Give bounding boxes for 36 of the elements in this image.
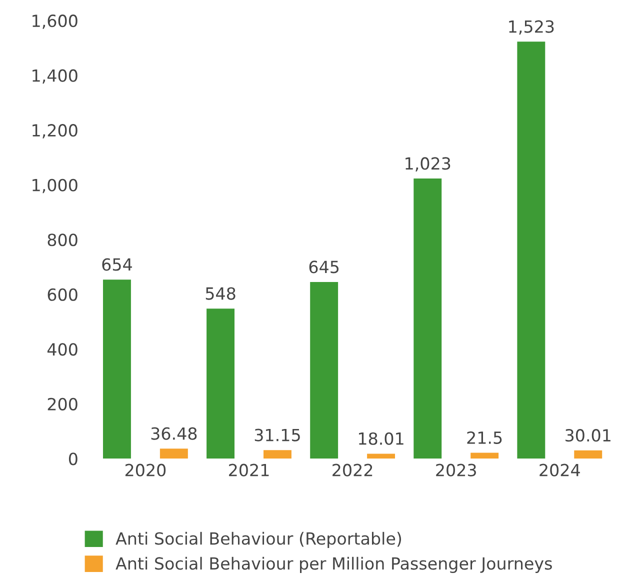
- y-tick-label: 0: [68, 452, 78, 466]
- y-tick-label: 600: [48, 288, 78, 301]
- data-label: 645: [309, 260, 339, 274]
- data-label: 36.48: [151, 427, 197, 440]
- x-tick-label: 2020: [125, 464, 166, 476]
- bar: [160, 448, 188, 459]
- x-tick-label: 2024: [540, 464, 580, 476]
- data-label: 1,023: [406, 157, 450, 172]
- data-label: 31.15: [254, 428, 300, 442]
- data-label: 548: [206, 287, 236, 300]
- bar: [367, 454, 396, 459]
- x-tick-label: 2021: [229, 464, 269, 476]
- bar: [103, 280, 131, 459]
- bar: [264, 450, 292, 459]
- data-label: 30.01: [566, 429, 610, 442]
- data-label: 1,523: [509, 20, 554, 35]
- data-label: 654: [102, 258, 132, 271]
- y-tick-label: 200: [48, 398, 78, 410]
- data-label: 21.5: [467, 431, 502, 444]
- bar: [517, 42, 546, 459]
- legend-label: Anti Social Behaviour per Million Passenger Journeys: [116, 556, 552, 573]
- bar: [414, 178, 442, 459]
- y-tick-label: 400: [47, 343, 78, 356]
- y-tick-label: 1,600: [32, 14, 78, 29]
- data-label: 18.01: [359, 432, 404, 445]
- bar: [206, 308, 235, 459]
- bar: [470, 452, 499, 459]
- x-tick-label: 2023: [436, 464, 476, 476]
- x-tick-label: 2022: [332, 464, 372, 476]
- legend-label: Anti Social Behaviour (Reportable): [116, 532, 402, 548]
- y-tick-label: 800: [48, 234, 78, 246]
- y-tick-label: 1,400: [32, 69, 78, 84]
- y-tick-label: 1,000: [32, 178, 78, 194]
- bar: [310, 282, 338, 459]
- bar: [574, 450, 602, 459]
- y-tick-label: 1,200: [32, 124, 78, 138]
